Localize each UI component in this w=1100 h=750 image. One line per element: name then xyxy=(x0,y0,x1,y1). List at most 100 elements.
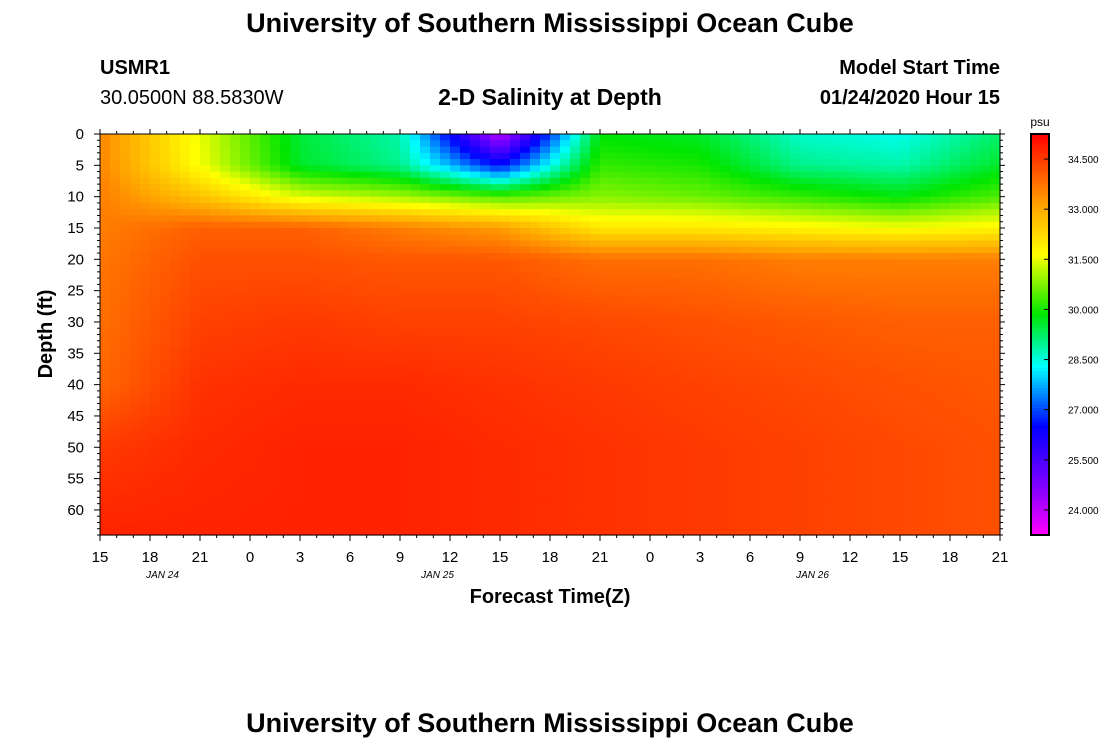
heatmap-cell xyxy=(640,403,651,411)
heatmap-cell xyxy=(330,215,341,223)
heatmap-cell xyxy=(670,202,681,210)
heatmap-cell xyxy=(770,384,781,392)
heatmap-cell xyxy=(810,434,821,442)
heatmap-cell xyxy=(130,478,141,486)
heatmap-cell xyxy=(300,190,311,198)
heatmap-cell xyxy=(870,290,881,298)
heatmap-cell xyxy=(100,309,111,317)
heatmap-cell xyxy=(530,265,541,273)
heatmap-cell xyxy=(980,441,991,448)
heatmap-cell xyxy=(490,309,501,317)
heatmap-cell xyxy=(530,215,541,223)
heatmap-cell xyxy=(800,240,811,248)
heatmap-cell xyxy=(530,296,541,304)
heatmap-cell xyxy=(130,227,141,235)
heatmap-cell xyxy=(560,240,571,248)
heatmap-cell xyxy=(250,328,261,336)
heatmap-cell xyxy=(440,353,451,361)
heatmap-cell xyxy=(700,447,711,455)
heatmap-cell xyxy=(100,428,111,436)
heatmap-cell xyxy=(410,221,421,229)
heatmap-cell xyxy=(630,466,641,473)
heatmap-cell xyxy=(400,328,411,336)
heatmap-cell xyxy=(570,140,581,148)
heatmap-cell xyxy=(360,303,371,311)
heatmap-cell xyxy=(650,434,661,442)
heatmap-cell xyxy=(280,378,291,386)
heatmap-cell xyxy=(860,340,871,348)
heatmap-cell xyxy=(270,234,281,242)
heatmap-cell xyxy=(800,146,811,154)
heatmap-cell xyxy=(730,447,741,455)
heatmap-cell xyxy=(690,303,701,311)
heatmap-cell xyxy=(350,378,361,386)
heatmap-cell xyxy=(670,215,681,223)
heatmap-cell xyxy=(770,259,781,267)
heatmap-cell xyxy=(880,202,891,210)
heatmap-cell xyxy=(410,315,421,323)
heatmap-cell xyxy=(890,303,901,311)
heatmap-cell xyxy=(390,278,401,285)
heatmap-cell xyxy=(220,202,231,210)
heatmap-cell xyxy=(120,453,131,461)
heatmap-cell xyxy=(350,415,361,423)
heatmap-cell xyxy=(830,190,841,198)
heatmap-cell xyxy=(920,171,931,179)
heatmap-cell xyxy=(760,209,771,217)
heatmap-cell xyxy=(160,202,171,210)
heatmap-cell xyxy=(630,152,641,160)
heatmap-cell xyxy=(700,372,711,379)
heatmap-cell xyxy=(710,253,721,260)
heatmap-cell xyxy=(300,309,311,317)
heatmap-cell xyxy=(840,152,851,160)
heatmap-cell xyxy=(960,390,971,398)
heatmap-cell xyxy=(270,372,281,379)
heatmap-cell xyxy=(380,309,391,317)
heatmap-cell xyxy=(380,284,391,292)
heatmap-cell xyxy=(540,227,551,235)
heatmap-cell xyxy=(440,453,451,461)
heatmap-cell xyxy=(740,196,751,204)
heatmap-cell xyxy=(800,315,811,323)
heatmap-cell xyxy=(610,240,621,248)
heatmap-cell xyxy=(810,296,821,304)
heatmap-cell xyxy=(450,259,461,267)
heatmap-cell xyxy=(930,334,941,342)
heatmap-cell xyxy=(880,447,891,455)
heatmap-cell xyxy=(370,209,381,217)
heatmap-cell xyxy=(770,221,781,229)
heatmap-cell xyxy=(900,240,911,248)
heatmap-cell xyxy=(710,278,721,285)
heatmap-cell xyxy=(540,422,551,430)
heatmap-cell xyxy=(190,134,201,141)
heatmap-cell xyxy=(500,271,511,279)
heatmap-cell xyxy=(870,422,881,430)
heatmap-cell xyxy=(940,359,951,367)
heatmap-cell xyxy=(930,152,941,160)
heatmap-cell xyxy=(490,202,501,210)
heatmap-cell xyxy=(650,290,661,298)
heatmap-cell xyxy=(870,347,881,354)
heatmap-cell xyxy=(570,472,581,480)
heatmap-cell xyxy=(380,278,391,285)
heatmap-cell xyxy=(720,428,731,436)
heatmap-cell xyxy=(910,409,921,417)
heatmap-cell xyxy=(660,296,671,304)
heatmap-cell xyxy=(640,328,651,336)
heatmap-cell xyxy=(430,466,441,473)
heatmap-cell xyxy=(180,415,191,423)
heatmap-cell xyxy=(880,453,891,461)
heatmap-cell xyxy=(310,234,321,242)
heatmap-cell xyxy=(590,146,601,154)
heatmap-cell xyxy=(230,365,241,373)
heatmap-cell xyxy=(360,415,371,423)
heatmap-cell xyxy=(290,428,301,436)
heatmap-cell xyxy=(870,359,881,367)
heatmap-cell xyxy=(840,202,851,210)
heatmap-cell xyxy=(910,315,921,323)
heatmap-cell xyxy=(540,259,551,267)
heatmap-cell xyxy=(420,290,431,298)
heatmap-cell xyxy=(630,303,641,311)
heatmap-cell xyxy=(760,234,771,242)
heatmap-cell xyxy=(780,215,791,223)
